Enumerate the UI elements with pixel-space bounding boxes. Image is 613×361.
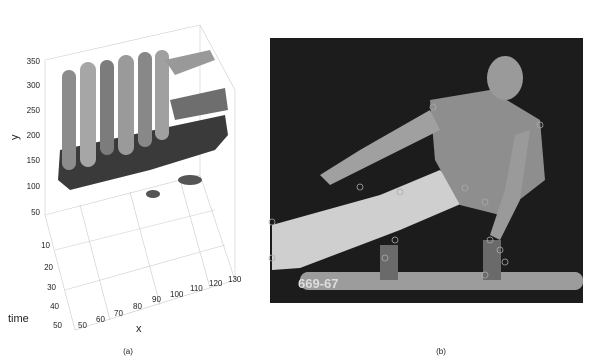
y-tick-label: 150: [27, 156, 41, 165]
x-tick-label: 120: [209, 279, 223, 288]
y-tick-label: 250: [27, 106, 41, 115]
x-tick-label: 60: [96, 315, 105, 324]
panel-a: y 350 300 250 200 150 100 50 10 20 30 40…: [8, 25, 242, 356]
x-axis-label: x: [136, 323, 142, 335]
x-tick-label: 90: [152, 295, 161, 304]
x-tick-label: 50: [78, 321, 87, 330]
y-axis-label: y: [9, 134, 21, 140]
time-tick-label: 40: [50, 302, 59, 311]
time-tick-label: 50: [53, 321, 62, 330]
y-tick-label: 300: [27, 81, 41, 90]
caption: (a): [123, 347, 133, 356]
caption: (b): [436, 347, 446, 356]
x-tick-label: 70: [114, 309, 123, 318]
panel-b: 669-67 (b): [269, 38, 583, 356]
x-tick-label: 80: [133, 302, 142, 311]
time-tick-label: 30: [47, 283, 56, 292]
y-tick-label: 350: [27, 57, 41, 66]
y-tick-label: 100: [27, 182, 41, 191]
y-tick-label: 200: [27, 131, 41, 140]
x-tick-label: 110: [190, 284, 203, 293]
figure: y 350 300 250 200 150 100 50 10 20 30 40…: [0, 0, 613, 361]
page: y 350 300 250 200 150 100 50 10 20 30 40…: [0, 0, 613, 361]
x-tick-label: 100: [170, 290, 184, 299]
time-tick-label: 10: [41, 241, 50, 250]
time-tick-label: 20: [44, 263, 53, 272]
isosurface: [58, 50, 228, 198]
photo-id: 669-67: [298, 276, 338, 291]
y-tick-label: 50: [31, 208, 40, 217]
time-axis-label: time: [8, 313, 29, 325]
x-tick-label: 130: [228, 275, 242, 284]
